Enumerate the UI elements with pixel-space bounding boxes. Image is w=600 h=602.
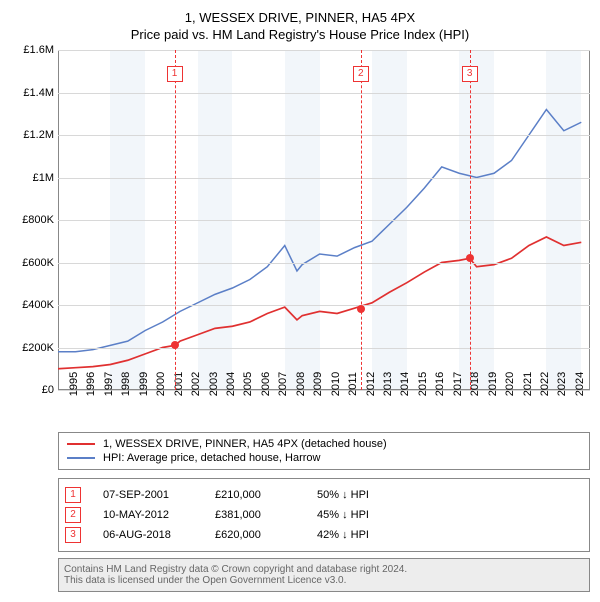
x-tick-label: 2007 xyxy=(277,372,289,396)
legend-swatch xyxy=(67,443,95,445)
series-price_paid xyxy=(58,237,581,369)
event-diff: 45% ↓ HPI xyxy=(317,509,583,521)
y-tick-label: £1.4M xyxy=(12,87,54,99)
x-tick-label: 2019 xyxy=(487,372,499,396)
chart: £0£200K£400K£600K£800K£1M£1.2M£1.4M£1.6M… xyxy=(10,50,590,390)
event-marker-box: 2 xyxy=(353,66,369,82)
event-box: 3 xyxy=(65,527,81,543)
event-date: 07-SEP-2001 xyxy=(103,489,193,501)
x-tick-label: 1997 xyxy=(103,372,115,396)
x-tick-label: 2018 xyxy=(469,372,481,396)
x-tick-label: 1999 xyxy=(138,372,150,396)
legend-label: 1, WESSEX DRIVE, PINNER, HA5 4PX (detach… xyxy=(103,438,387,450)
event-marker-box: 1 xyxy=(167,66,183,82)
x-tick-label: 2008 xyxy=(295,372,307,396)
x-tick-label: 2023 xyxy=(556,372,568,396)
x-tick-label: 1998 xyxy=(120,372,132,396)
x-tick-label: 2020 xyxy=(504,372,516,396)
event-marker-dot xyxy=(466,254,474,262)
event-box: 1 xyxy=(65,487,81,503)
event-price: £620,000 xyxy=(215,529,295,541)
y-tick-label: £1.6M xyxy=(12,44,54,56)
legend: 1, WESSEX DRIVE, PINNER, HA5 4PX (detach… xyxy=(58,432,590,470)
x-tick-label: 2006 xyxy=(260,372,272,396)
x-tick-label: 2003 xyxy=(208,372,220,396)
x-tick-label: 2016 xyxy=(434,372,446,396)
x-tick-label: 1995 xyxy=(68,372,80,396)
x-tick-label: 2004 xyxy=(225,372,237,396)
event-row: 2 10-MAY-2012 £381,000 45% ↓ HPI xyxy=(65,505,583,525)
event-row: 3 06-AUG-2018 £620,000 42% ↓ HPI xyxy=(65,525,583,545)
plot-area: £0£200K£400K£600K£800K£1M£1.2M£1.4M£1.6M… xyxy=(58,50,590,390)
event-marker-dot xyxy=(357,305,365,313)
x-tick-label: 1996 xyxy=(85,372,97,396)
events-table: 1 07-SEP-2001 £210,000 50% ↓ HPI 2 10-MA… xyxy=(58,478,590,552)
x-tick-label: 2002 xyxy=(190,372,202,396)
y-tick-label: £1M xyxy=(12,172,54,184)
x-tick-label: 2010 xyxy=(330,372,342,396)
event-diff: 50% ↓ HPI xyxy=(317,489,583,501)
event-marker-box: 3 xyxy=(462,66,478,82)
chart-subtitle: Price paid vs. HM Land Registry's House … xyxy=(10,27,590,42)
footer-attribution: Contains HM Land Registry data © Crown c… xyxy=(58,558,590,592)
x-tick-label: 2000 xyxy=(155,372,167,396)
x-tick-label: 2011 xyxy=(347,372,359,396)
x-tick-label: 2012 xyxy=(365,372,377,396)
footer-line: This data is licensed under the Open Gov… xyxy=(64,575,584,586)
event-date: 10-MAY-2012 xyxy=(103,509,193,521)
series-hpi xyxy=(58,110,581,352)
legend-swatch xyxy=(67,457,95,459)
x-tick-label: 2021 xyxy=(522,372,534,396)
legend-item: HPI: Average price, detached house, Harr… xyxy=(67,451,581,465)
x-tick-label: 2017 xyxy=(452,372,464,396)
y-tick-label: £400K xyxy=(12,299,54,311)
event-diff: 42% ↓ HPI xyxy=(317,529,583,541)
event-price: £381,000 xyxy=(215,509,295,521)
event-marker-dot xyxy=(171,341,179,349)
x-tick-label: 2024 xyxy=(574,372,586,396)
x-tick-label: 2009 xyxy=(312,372,324,396)
event-box: 2 xyxy=(65,507,81,523)
y-tick-label: £0 xyxy=(12,384,54,396)
legend-label: HPI: Average price, detached house, Harr… xyxy=(103,452,320,464)
x-tick-label: 2013 xyxy=(382,372,394,396)
event-price: £210,000 xyxy=(215,489,295,501)
chart-title: 1, WESSEX DRIVE, PINNER, HA5 4PX xyxy=(10,10,590,25)
y-tick-label: £800K xyxy=(12,214,54,226)
x-tick-label: 2022 xyxy=(539,372,551,396)
event-row: 1 07-SEP-2001 £210,000 50% ↓ HPI xyxy=(65,485,583,505)
y-tick-label: £200K xyxy=(12,342,54,354)
event-date: 06-AUG-2018 xyxy=(103,529,193,541)
footer-line: Contains HM Land Registry data © Crown c… xyxy=(64,564,584,575)
legend-item: 1, WESSEX DRIVE, PINNER, HA5 4PX (detach… xyxy=(67,437,581,451)
y-tick-label: £600K xyxy=(12,257,54,269)
y-tick-label: £1.2M xyxy=(12,129,54,141)
x-tick-label: 2005 xyxy=(242,372,254,396)
x-tick-label: 2015 xyxy=(417,372,429,396)
x-tick-label: 2014 xyxy=(399,372,411,396)
